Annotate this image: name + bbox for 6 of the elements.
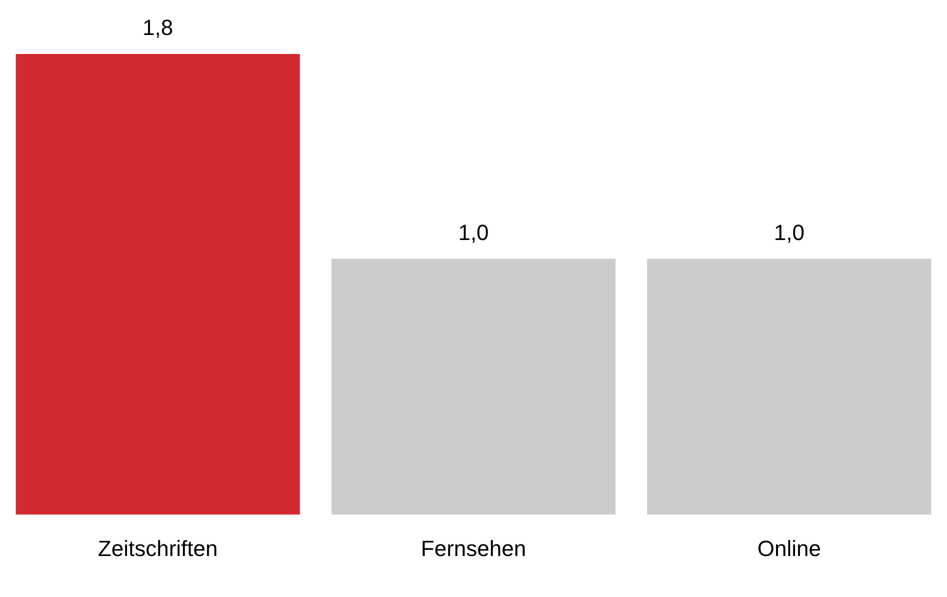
x-tick-label: Zeitschriften [98,536,218,561]
x-tick-label: Fernsehen [420,536,526,561]
data-label: 1,0 [774,220,804,245]
data-label: 1,0 [458,220,489,245]
x-tick-label: Online [757,536,821,561]
data-label: 1,8 [142,15,174,40]
